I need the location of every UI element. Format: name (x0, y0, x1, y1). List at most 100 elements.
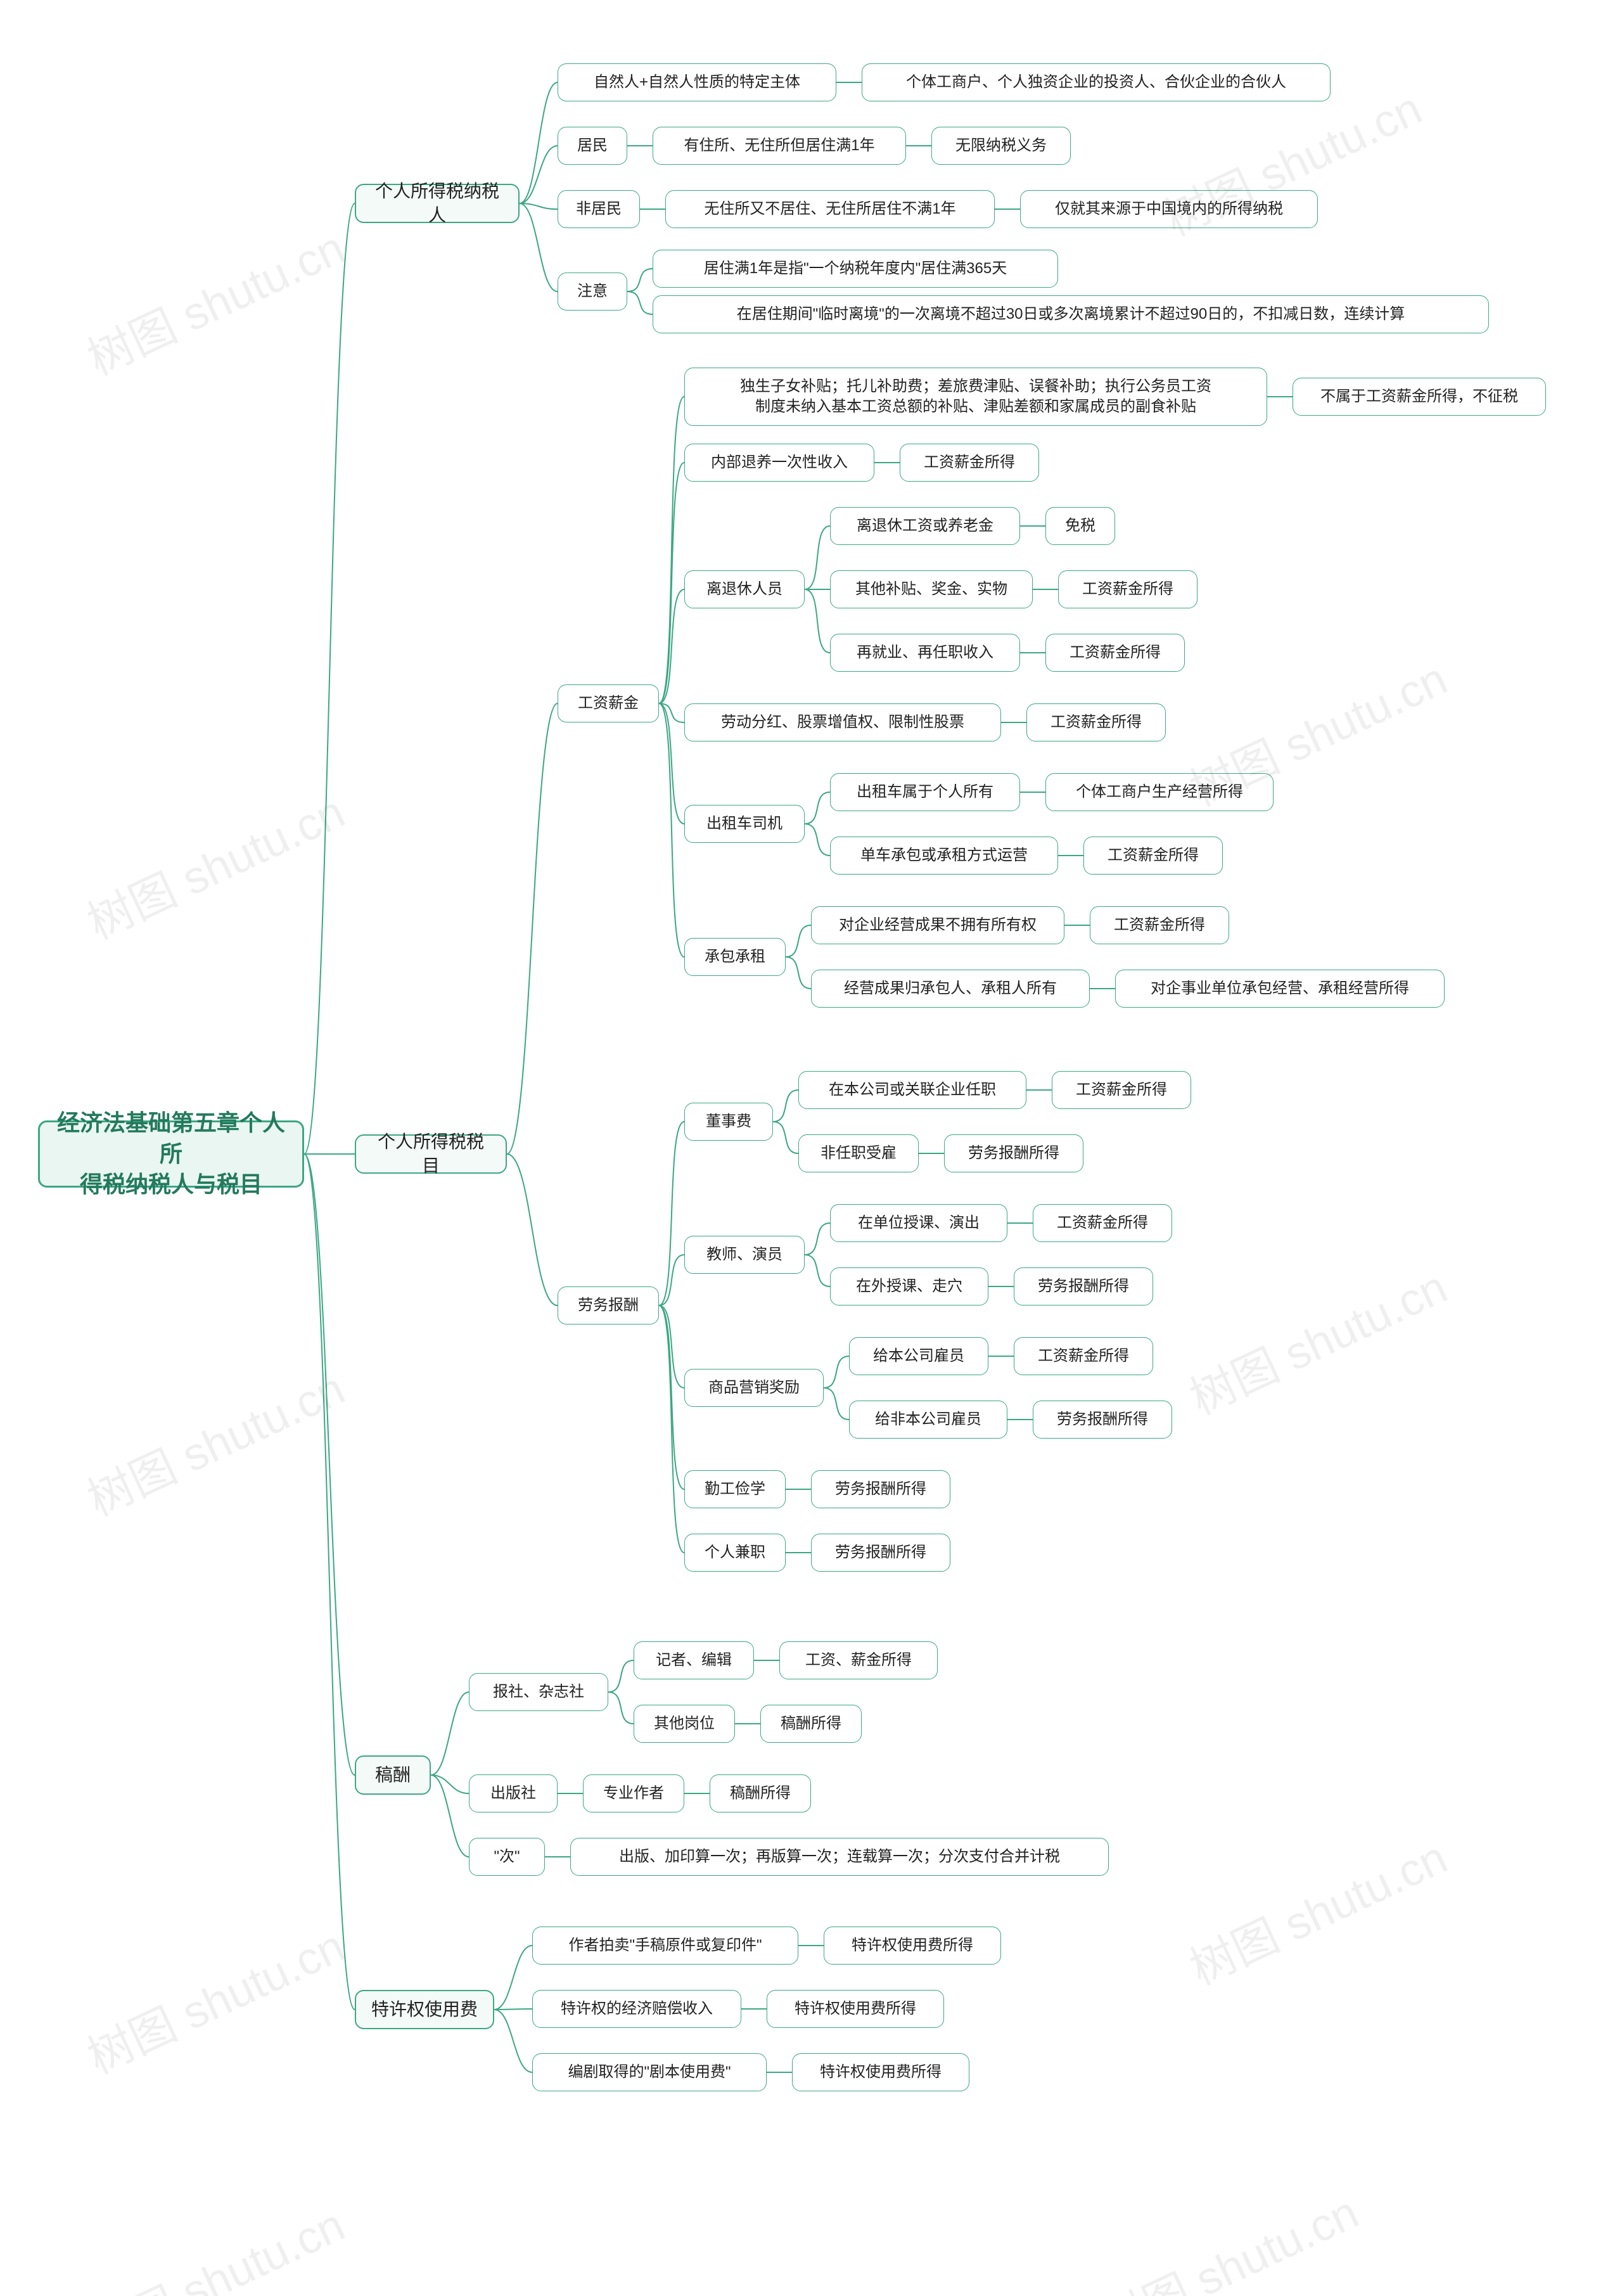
edge (805, 1255, 830, 1286)
mindmap-node: 离退休人员 (684, 570, 805, 608)
mindmap-node: 仅就其来源于中国境内的所得纳税 (1020, 190, 1318, 228)
mindmap-node: 工资薪金所得 (900, 444, 1039, 482)
edge (805, 824, 830, 856)
mindmap-node: 给非本公司雇员 (849, 1401, 1007, 1439)
edge (659, 703, 684, 957)
mindmap-node: 工资薪金所得 (1058, 570, 1197, 608)
mindmap-node: 特许权使用费所得 (792, 2053, 969, 2091)
edge (659, 1305, 684, 1489)
mindmap-node: 劳动分红、股票增值权、限制性股票 (684, 703, 1001, 741)
mindmap-node: 非居民 (558, 190, 640, 228)
mindmap-node: 特许权使用费所得 (767, 1990, 944, 2028)
mindmap-canvas: { "watermark_text": "树图 shutu.cn", "colo… (0, 0, 1622, 2296)
mindmap-node: 再就业、再任职收入 (830, 634, 1020, 672)
mindmap-node: 劳务报酬所得 (944, 1134, 1083, 1172)
edge (304, 1154, 355, 2010)
edge (431, 1692, 469, 1775)
mindmap-node: 工资、薪金所得 (779, 1641, 938, 1679)
mindmap-node: 个人所得税税目 (355, 1134, 507, 1174)
edge (431, 1775, 469, 1793)
watermark: 树图 shutu.cn (75, 1352, 354, 1529)
mindmap-node: 无限纳税义务 (931, 127, 1071, 165)
mindmap-node: 劳务报酬所得 (811, 1534, 950, 1572)
mindmap-node: 在居住期间"临时离境"的一次离境不超过30日或多次离境累计不超过90日的，不扣减… (653, 295, 1489, 333)
edge (520, 82, 558, 203)
mindmap-node: 稿酬 (355, 1755, 431, 1795)
mindmap-node: 劳务报酬所得 (1033, 1401, 1172, 1439)
mindmap-node: 独生子女补贴；托儿补助费；差旅费津贴、误餐补助；执行公务员工资 制度未纳入基本工… (684, 368, 1267, 426)
mindmap-node: 特许权使用费所得 (824, 1927, 1001, 1965)
mindmap-node: 出版、加印算一次；再版算一次；连载算一次；分次支付合并计税 (570, 1838, 1109, 1876)
mindmap-node: 个体工商户、个人独资企业的投资人、合伙企业的合伙人 (862, 63, 1331, 101)
edge (805, 1223, 830, 1255)
root-node: 经济法基础第五章个人所 得税纳税人与税目 (38, 1120, 304, 1188)
mindmap-node: 个人所得税纳税人 (355, 184, 520, 223)
edge (805, 526, 830, 589)
edge (773, 1090, 798, 1122)
watermark: 树图 shutu.cn (75, 2188, 354, 2296)
edge (659, 1122, 684, 1305)
mindmap-node: 稿酬所得 (760, 1705, 862, 1743)
mindmap-node: 记者、编辑 (634, 1641, 754, 1679)
mindmap-node: 工资薪金所得 (1026, 703, 1166, 741)
edge (608, 1660, 634, 1692)
edge (773, 1122, 798, 1153)
mindmap-node: 工资薪金所得 (1083, 837, 1223, 875)
mindmap-node: 出租车司机 (684, 805, 805, 843)
edge (786, 925, 811, 957)
edge (659, 463, 684, 703)
mindmap-node: "次" (469, 1838, 545, 1876)
mindmap-node: 劳务报酬 (558, 1286, 659, 1324)
mindmap-node: 工资薪金 (558, 684, 659, 722)
mindmap-node: 离退休工资或养老金 (830, 507, 1020, 545)
mindmap-node: 非任职受雇 (798, 1134, 919, 1172)
mindmap-node: 注意 (558, 273, 627, 311)
mindmap-node: 自然人+自然人性质的特定主体 (558, 63, 836, 101)
mindmap-node: 在本公司或关联企业任职 (798, 1071, 1026, 1109)
watermark: 树图 shutu.cn (75, 1909, 354, 2087)
edge (659, 1255, 684, 1305)
edge (659, 1305, 684, 1553)
edge (659, 703, 684, 824)
edge (824, 1356, 849, 1388)
mindmap-node: 教师、演员 (684, 1236, 805, 1274)
mindmap-node: 内部退养一次性收入 (684, 444, 874, 482)
edge (431, 1775, 469, 1857)
mindmap-node: 在外授课、走穴 (830, 1267, 988, 1305)
mindmap-node: 劳务报酬所得 (1014, 1267, 1153, 1305)
edge (304, 203, 355, 1154)
edge (520, 146, 558, 203)
mindmap-node: 专业作者 (583, 1774, 684, 1812)
watermark: 树图 shutu.cn (1177, 1821, 1456, 1998)
mindmap-node: 居民 (558, 127, 627, 165)
edge (627, 292, 653, 314)
mindmap-node: 工资薪金所得 (1090, 906, 1229, 944)
edge (786, 957, 811, 989)
mindmap-node: 商品营销奖励 (684, 1369, 824, 1407)
edge (304, 1154, 355, 1775)
mindmap-node: 特许权使用费 (355, 1990, 494, 2029)
mindmap-node: 稿酬所得 (710, 1774, 811, 1812)
mindmap-node: 不属于工资薪金所得，不征税 (1293, 378, 1546, 416)
mindmap-node: 给本公司雇员 (849, 1337, 988, 1375)
mindmap-node: 个人兼职 (684, 1534, 786, 1572)
edge (627, 269, 653, 292)
edge (608, 1692, 634, 1724)
mindmap-node: 出租车属于个人所有 (830, 773, 1020, 811)
watermark: 树图 shutu.cn (1177, 1250, 1456, 1428)
edge (507, 703, 558, 1154)
edge (520, 203, 558, 209)
mindmap-node: 经营成果归承包人、承租人所有 (811, 970, 1090, 1008)
edge (659, 397, 684, 703)
mindmap-node: 其他补贴、奖金、实物 (830, 570, 1033, 608)
mindmap-node: 免税 (1045, 507, 1115, 545)
edge (659, 589, 684, 703)
mindmap-node: 编剧取得的"剧本使用费" (532, 2053, 767, 2091)
mindmap-node: 其他岗位 (634, 1705, 735, 1743)
watermark: 树图 shutu.cn (75, 775, 354, 952)
mindmap-node: 承包承租 (684, 938, 786, 976)
mindmap-node: 无住所又不居住、无住所居住不满1年 (665, 190, 995, 228)
edge (507, 1154, 558, 1305)
mindmap-node: 勤工俭学 (684, 1470, 786, 1508)
mindmap-node: 居住满1年是指"一个纳税年度内"居住满365天 (653, 250, 1058, 288)
